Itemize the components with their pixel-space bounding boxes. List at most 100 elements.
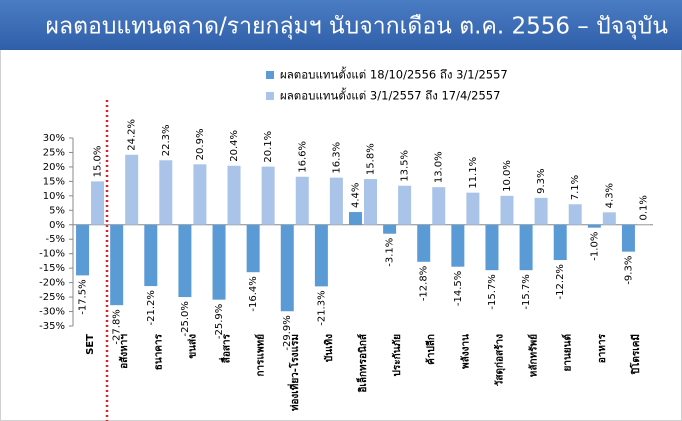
x-tick-label: วัสดุก่อสร้าง xyxy=(493,334,505,386)
bar xyxy=(485,224,499,271)
x-tick-label: ประกันภัย xyxy=(391,334,403,377)
value-label: -9.3% xyxy=(623,256,634,285)
value-label: 13.0% xyxy=(434,151,445,183)
x-tick-label: การแพทย์ xyxy=(255,334,267,377)
value-label: 15.8% xyxy=(366,143,377,175)
bar xyxy=(383,224,397,234)
chart-title: ผลตอบแทนตลาด/รายกลุ่มฯ นับจากเดือน ต.ค. … xyxy=(46,14,669,40)
legend-swatch xyxy=(266,71,274,79)
x-tick-label: อิเล็กทรอนิกส์ xyxy=(355,333,369,392)
bar xyxy=(519,224,533,271)
y-tick-label: 25% xyxy=(43,147,65,158)
x-tick-label: หลักทรัพย์ xyxy=(528,334,540,377)
y-tick-label: -30% xyxy=(39,307,65,318)
bar xyxy=(125,154,139,225)
value-label: -12.2% xyxy=(555,264,566,299)
y-tick-label: -35% xyxy=(39,321,65,332)
value-label: -21.2% xyxy=(146,290,157,325)
value-label: 15.0% xyxy=(93,146,104,178)
bar xyxy=(280,224,294,312)
bar xyxy=(587,224,601,228)
y-tick-label: 20% xyxy=(43,162,65,173)
title-banner xyxy=(0,0,682,50)
y-tick-label: -20% xyxy=(39,278,65,289)
value-label: -12.8% xyxy=(419,266,430,301)
value-label: 24.2% xyxy=(127,119,138,151)
bar xyxy=(110,224,124,306)
legend-label: ผลตอบแทนตั้งแต่ 18/10/2556 ถึง 3/1/2557 xyxy=(280,67,508,82)
value-label: 13.5% xyxy=(400,150,411,182)
bar xyxy=(621,224,635,252)
value-label: -29.9% xyxy=(282,315,293,350)
x-tick-label: สื่อสาร xyxy=(219,333,233,363)
bar xyxy=(500,195,514,225)
value-label: 10.0% xyxy=(502,160,513,192)
legend-swatch xyxy=(266,92,274,100)
bar xyxy=(261,166,275,225)
x-tick-label: ปิโตรเคมี xyxy=(629,334,642,375)
x-tick-label: อสังหาฯ xyxy=(118,334,130,369)
value-label: -15.7% xyxy=(487,274,498,309)
bar xyxy=(568,204,582,225)
bar xyxy=(364,179,377,225)
x-tick-label: พลังงาน xyxy=(459,334,471,369)
value-label: 16.3% xyxy=(331,142,342,174)
bar xyxy=(349,212,362,225)
y-tick-label: 10% xyxy=(43,191,65,202)
y-tick-label: 0% xyxy=(49,220,65,231)
x-tick-label: ขนส่ง xyxy=(186,334,198,359)
x-tick-label: ธนาคาร xyxy=(153,333,164,370)
bar xyxy=(314,224,328,287)
value-label: -1.0% xyxy=(589,232,600,261)
value-label: 20.1% xyxy=(263,131,274,163)
bar xyxy=(144,224,158,287)
bar xyxy=(602,212,616,225)
bar xyxy=(534,197,548,225)
value-label: -25.0% xyxy=(180,301,191,336)
value-label: -25.9% xyxy=(214,304,225,339)
y-tick-label: 5% xyxy=(49,205,65,216)
value-label: 0.1% xyxy=(638,195,649,220)
y-tick-label: -5% xyxy=(46,234,65,245)
value-label: -15.7% xyxy=(521,274,532,309)
value-label: 20.4% xyxy=(229,130,240,162)
bar xyxy=(246,224,260,273)
bar xyxy=(212,224,226,300)
value-label: -3.1% xyxy=(385,238,396,267)
bar xyxy=(417,224,431,262)
bar xyxy=(398,185,412,225)
value-label: -27.8% xyxy=(112,309,123,344)
x-tick-label: SET xyxy=(85,334,96,355)
x-tick-label: บันเทิง xyxy=(323,334,335,362)
x-tick-label: ยานยนต์ xyxy=(562,334,574,372)
x-tick-label: ค้าปลีก xyxy=(425,334,437,365)
value-label: 4.3% xyxy=(604,183,615,208)
y-tick-label: -15% xyxy=(39,263,65,274)
value-label: 16.6% xyxy=(297,141,308,173)
bar xyxy=(466,192,480,225)
y-tick-label: -10% xyxy=(39,249,65,260)
x-tick-label: อาหาร xyxy=(597,333,608,363)
bar xyxy=(329,177,343,225)
y-tick-label: 15% xyxy=(43,176,65,187)
value-label: 22.3% xyxy=(161,124,172,156)
y-tick-label: -25% xyxy=(39,292,65,303)
bar xyxy=(193,164,207,225)
value-label: -21.3% xyxy=(316,290,327,325)
value-label: 4.4% xyxy=(351,183,362,208)
bar xyxy=(91,181,105,225)
value-label: 7.1% xyxy=(570,175,581,200)
bar xyxy=(451,224,465,267)
bar xyxy=(178,224,192,298)
value-label: -17.5% xyxy=(78,279,89,314)
bar xyxy=(227,165,241,225)
value-label: 9.3% xyxy=(536,168,547,193)
bar xyxy=(432,187,446,225)
value-label: -16.4% xyxy=(248,276,259,311)
value-label: 11.1% xyxy=(468,157,479,189)
bar xyxy=(76,224,90,276)
bar xyxy=(159,160,173,225)
value-label: 20.9% xyxy=(195,129,206,161)
bar xyxy=(553,224,567,261)
